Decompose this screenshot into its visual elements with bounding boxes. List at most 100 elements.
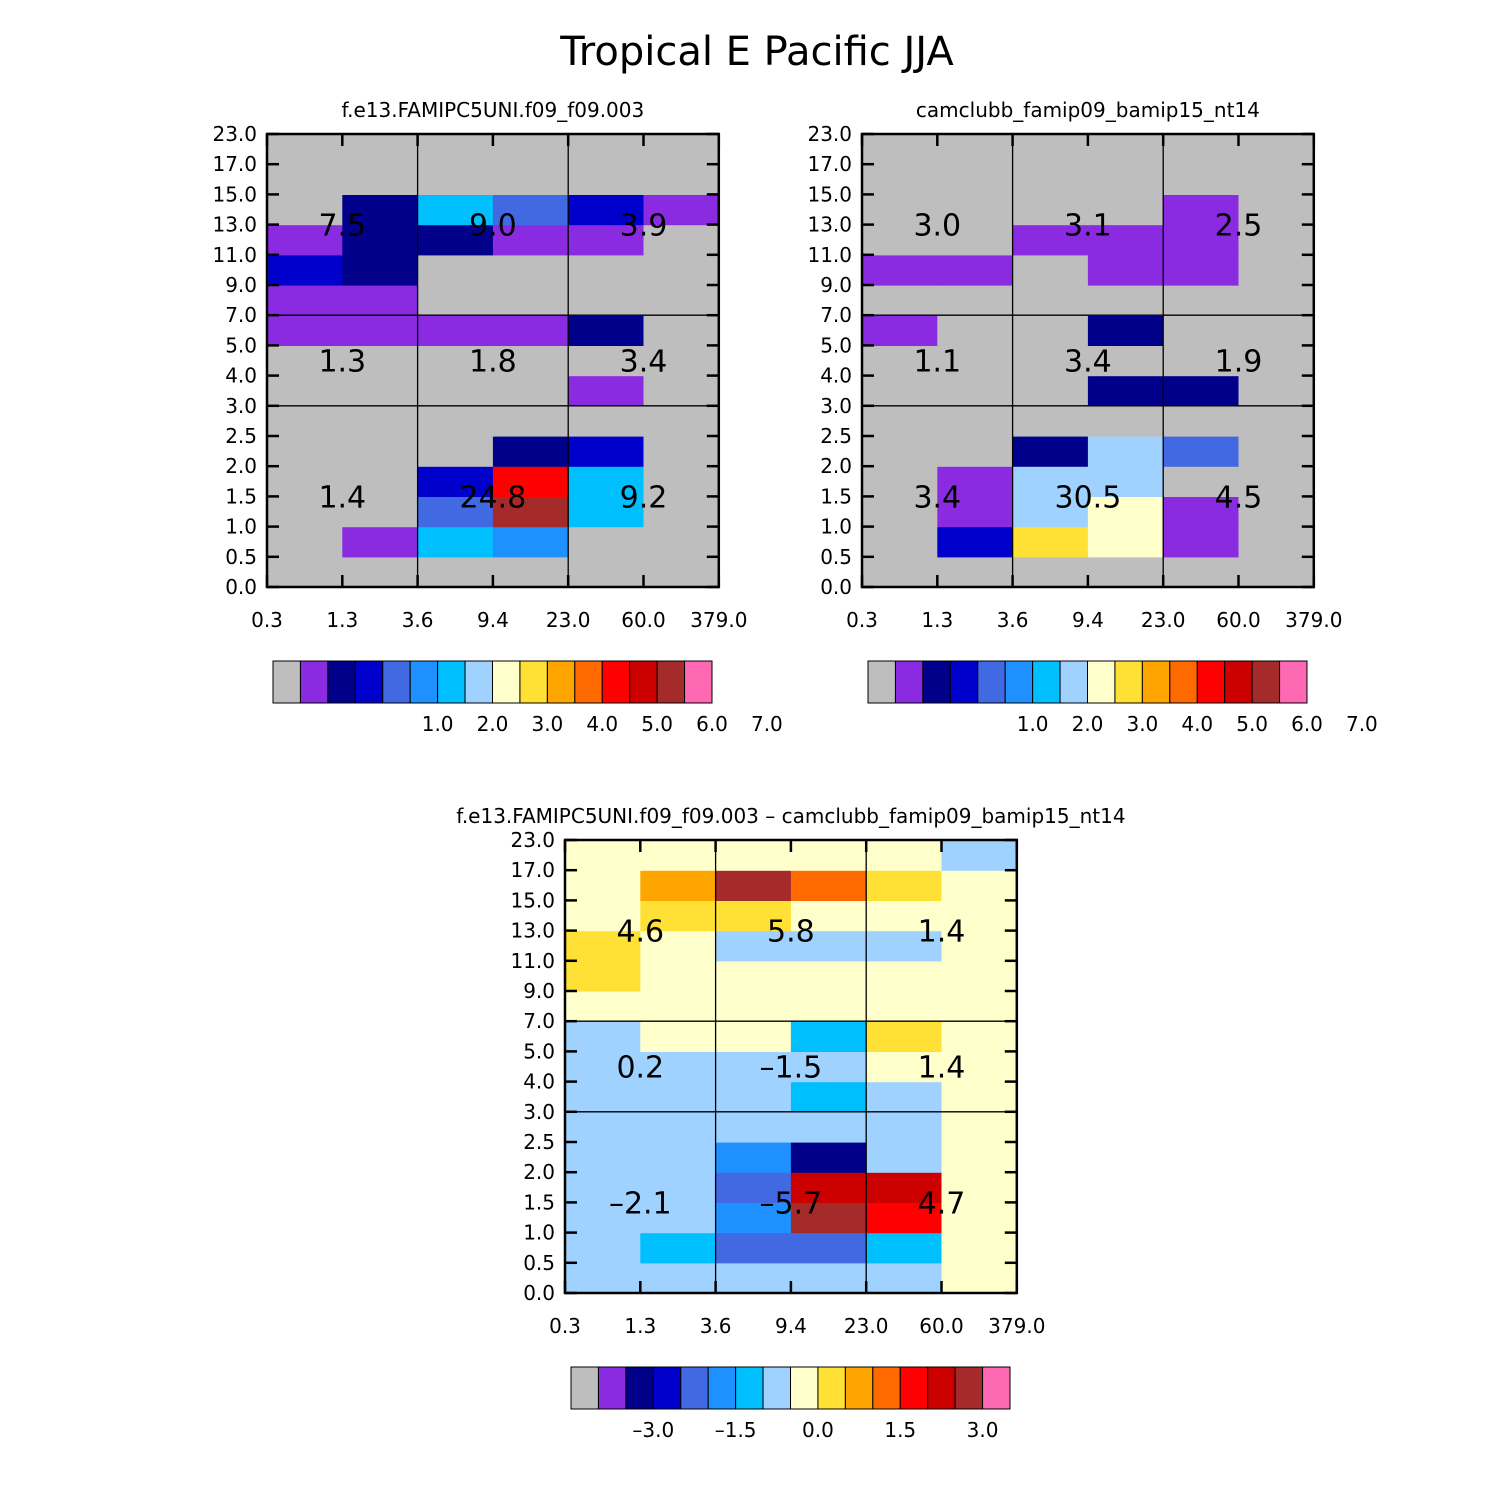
heatmap-cell [790, 1232, 867, 1264]
heatmap-cell [1012, 134, 1089, 165]
colorbar-box [1141, 660, 1171, 704]
x-tick-label: 1.3 [921, 608, 953, 632]
heatmap-cell [492, 164, 569, 195]
heatmap-cell [267, 375, 343, 407]
colorbar-box [867, 660, 896, 704]
colorbar-box [601, 660, 631, 704]
heatmap-cell [1238, 194, 1315, 226]
heatmap-cell [866, 1142, 943, 1173]
heatmap-cell [941, 1111, 1018, 1143]
heatmap-cell [790, 870, 867, 901]
heatmap-cell [568, 345, 645, 377]
heatmap-cell [941, 1172, 1018, 1203]
y-tick-label: 0.0 [820, 575, 852, 599]
heatmap-cell [941, 930, 1018, 962]
heatmap-cell [267, 164, 343, 195]
region-value: 30.5 [1055, 480, 1122, 515]
colorbar-box [597, 1366, 627, 1410]
heatmap-cell [715, 960, 792, 992]
heatmap-cell [1012, 224, 1089, 256]
x-tick-label: 9.4 [1072, 608, 1104, 632]
heatmap-cell [715, 1021, 792, 1052]
heatmap-cell [1163, 556, 1240, 588]
heatmap-cell [790, 1172, 867, 1203]
region-value: 9.0 [469, 209, 517, 244]
region-value: 0.2 [616, 1051, 664, 1086]
heatmap-cell [866, 1172, 943, 1203]
heatmap-cell [417, 164, 494, 195]
region-value: 3.0 [913, 209, 961, 244]
heatmap-cell [568, 194, 645, 226]
heatmap-cell [937, 224, 1014, 256]
y-tick-label: 15.0 [510, 888, 555, 912]
heatmap-cell [492, 405, 569, 437]
y-tick-label: 9.0 [820, 273, 852, 297]
heatmap-cell [715, 1051, 792, 1083]
region-value: 3.9 [620, 209, 668, 244]
x-tick-label: 23.0 [1141, 608, 1186, 632]
colorbar-box [625, 1366, 654, 1410]
colorbar-label: 6.0 [1291, 712, 1323, 736]
heatmap-cell [565, 870, 641, 901]
colorbar-box [574, 660, 603, 704]
heatmap-cell [941, 900, 1018, 932]
heatmap-cell [937, 315, 1014, 346]
heatmap-cell [941, 1051, 1018, 1083]
colorbar-box [1196, 660, 1226, 704]
colorbar-box [1114, 660, 1143, 704]
plot-title: f.e13.FAMIPC5UNI.f09_f09.003 [342, 98, 645, 122]
heatmap-cell [568, 285, 645, 316]
heatmap-cell [342, 194, 419, 226]
plot-panel-3: f.e13.FAMIPC5UNI.f09_f09.003 – camclubb_… [456, 804, 1125, 1442]
heatmap-cell [862, 345, 938, 377]
heatmap-cell [1163, 345, 1240, 377]
heatmap-cell [862, 526, 938, 558]
heatmap-cell [342, 405, 419, 437]
y-tick-label: 2.5 [523, 1130, 555, 1154]
x-tick-label: 60.0 [919, 1314, 964, 1338]
heatmap-cell [866, 1081, 943, 1113]
heatmap-cell [790, 1202, 867, 1234]
x-tick-label: 60.0 [1216, 608, 1261, 632]
colorbar-box [790, 1366, 819, 1410]
plot-panel-1: f.e13.FAMIPC5UNI.f09_f09.003 1.4 24.8 9.2 1.… [212, 98, 782, 736]
colorbar-label: 1.5 [884, 1418, 916, 1442]
heatmap-cell [715, 1232, 792, 1264]
heatmap-cell [565, 1262, 641, 1294]
heatmap-cell [342, 466, 419, 497]
region-value: 4.5 [1215, 480, 1263, 515]
heatmap-cell [715, 1202, 792, 1234]
y-tick-label: 1.0 [523, 1221, 555, 1245]
y-tick-label: 2.0 [820, 454, 852, 478]
heatmap-cell [862, 315, 938, 346]
heatmap-cell [862, 496, 938, 528]
x-tick-label: 1.3 [326, 608, 358, 632]
heatmap-cell [492, 466, 569, 497]
colorbar-box [817, 1366, 846, 1410]
colorbar-label: 4.0 [586, 712, 618, 736]
heatmap-cell [342, 345, 419, 377]
y-tick-label: 11.0 [212, 243, 257, 267]
heatmap-cell [1012, 496, 1089, 528]
heatmap-cell [342, 164, 419, 195]
heatmap-cell [565, 930, 641, 962]
colorbar-label: 6.0 [696, 712, 728, 736]
colorbar-box [899, 1366, 929, 1410]
heatmap-cell [267, 194, 343, 226]
heatmap-cell [1238, 405, 1315, 437]
heatmap-cell [1163, 134, 1240, 165]
heatmap-cell [417, 556, 494, 588]
y-tick-label: 0.5 [820, 545, 852, 569]
region-value: 3.1 [1064, 209, 1112, 244]
heatmap-cell [941, 1021, 1018, 1052]
heatmap-cell [640, 1021, 717, 1052]
region-value: –1.5 [760, 1051, 823, 1086]
heatmap-cell [417, 285, 494, 316]
heatmap-cell [267, 224, 343, 256]
region-value: 9.2 [620, 480, 668, 515]
heatmap-cell [1238, 466, 1315, 497]
heatmap-cell [1238, 526, 1315, 558]
y-tick-label: 2.0 [225, 454, 257, 478]
y-tick-label: 1.5 [523, 1190, 555, 1214]
heatmap-cell [492, 436, 569, 467]
